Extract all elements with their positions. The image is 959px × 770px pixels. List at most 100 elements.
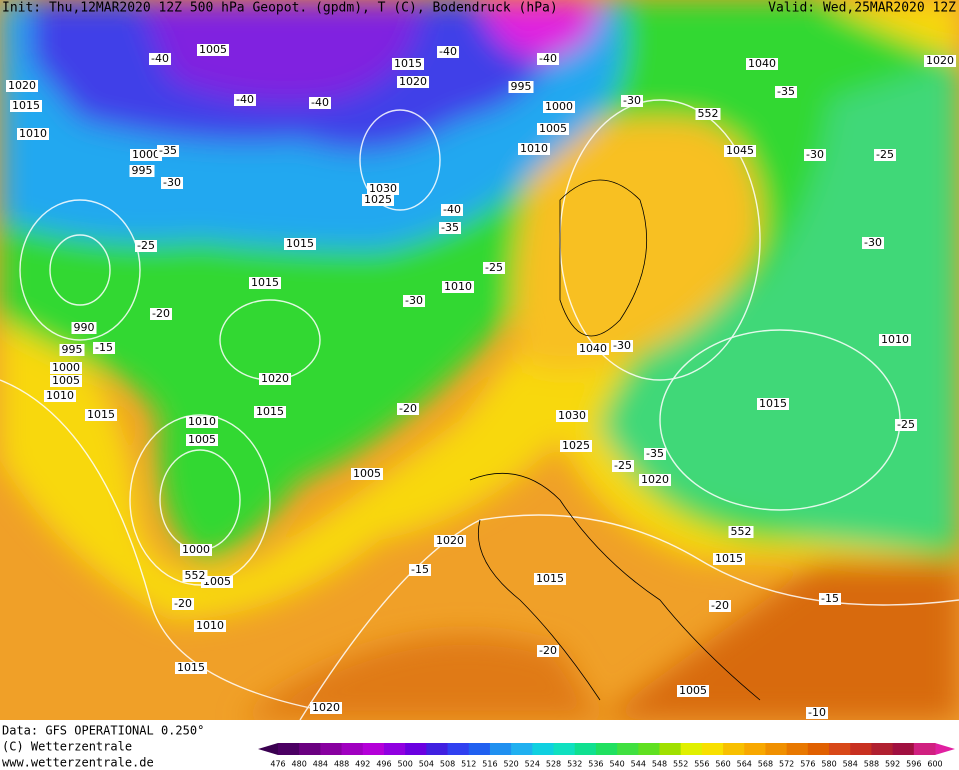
colorbar-swatch (447, 743, 470, 755)
map-label: 1005 (52, 374, 80, 387)
colorbar-tick-label: 552 (673, 760, 688, 769)
colorbar-tick-label: 508 (440, 760, 455, 769)
label-box (556, 410, 588, 422)
colorbar-tick-label: 548 (652, 760, 667, 769)
map-label: 995 (62, 343, 83, 356)
colorbar-tick-label: 516 (482, 760, 497, 769)
map-label: -40 (539, 52, 557, 65)
colorbar-tick-label: 528 (546, 760, 561, 769)
label-box (85, 409, 117, 421)
label-box (537, 645, 559, 657)
colorbar-tick-label: 596 (906, 760, 921, 769)
map-label: 1025 (562, 439, 590, 452)
colorbar-tick-label: 556 (694, 760, 709, 769)
colorbar-swatch (553, 743, 576, 755)
label-box (724, 145, 756, 157)
label-box (709, 600, 731, 612)
colorbar-swatch (765, 743, 788, 755)
colorbar-swatch (638, 743, 660, 755)
colorbar-swatch (680, 743, 703, 755)
label-box (71, 322, 97, 334)
label-box (560, 440, 592, 452)
map-label: -35 (159, 144, 177, 157)
map-label: 1040 (579, 342, 607, 355)
map-label: 1005 (353, 467, 381, 480)
label-box (135, 240, 157, 252)
colorbar-tick-label: 480 (292, 760, 307, 769)
map-label: 1005 (539, 122, 567, 135)
map-label: -35 (441, 221, 459, 234)
map-label: -40 (236, 93, 254, 106)
label-box (201, 576, 233, 588)
map-label: 552 (698, 107, 719, 120)
label-box (397, 76, 429, 88)
map-label: 1005 (679, 684, 707, 697)
colorbar-tick-label: 568 (758, 760, 773, 769)
colorbar-tick-label: 532 (567, 760, 582, 769)
label-box (50, 375, 82, 387)
label-box (677, 685, 709, 697)
footer-source: Data: GFS OPERATIONAL 0.250° (2, 724, 204, 738)
colorbar-tick-label: 564 (737, 760, 752, 769)
map-label: -25 (876, 148, 894, 161)
map-label: -25 (485, 261, 503, 274)
label-box (439, 222, 461, 234)
colorbar-tick-label: 496 (376, 760, 391, 769)
label-box (441, 204, 463, 216)
map-label: 1010 (188, 415, 216, 428)
map-label: 1015 (256, 405, 284, 418)
label-box (130, 149, 162, 161)
label-box (175, 662, 207, 674)
colorbar-tick-label: 600 (927, 760, 942, 769)
label-box (434, 535, 466, 547)
map-label: 1015 (759, 397, 787, 410)
map-label: 1015 (286, 237, 314, 250)
label-box (577, 343, 609, 355)
label-box (537, 53, 559, 65)
colorbar-tick-label: 560 (715, 760, 730, 769)
colorbar-tick-label: 580 (821, 760, 836, 769)
label-box (254, 406, 286, 418)
colorbar-tick-label: 488 (334, 760, 349, 769)
colorbar-swatch (362, 743, 385, 755)
label-box (50, 362, 82, 374)
map-label: 552 (731, 525, 752, 538)
label-box (728, 526, 754, 538)
colorbar-swatch (786, 743, 809, 755)
label-box (6, 80, 38, 92)
colorbar-swatch (532, 743, 555, 755)
label-box (310, 702, 342, 714)
map-label: -30 (405, 294, 423, 307)
map-label: 1010 (520, 142, 548, 155)
colorbar-swatch (892, 743, 915, 755)
map-label: 1025 (364, 193, 392, 206)
label-box (508, 81, 534, 93)
label-box (895, 419, 917, 431)
label-box (874, 149, 896, 161)
map-label: -10 (808, 706, 826, 719)
map-label: -20 (152, 307, 170, 320)
colorbar-tick-label: 500 (398, 760, 413, 769)
label-box (924, 55, 956, 67)
colorbar-tick-label: 536 (588, 760, 603, 769)
colorbar-swatch (278, 743, 300, 755)
label-box (194, 620, 226, 632)
label-box (309, 97, 331, 109)
map-label: -35 (777, 85, 795, 98)
colorbar-swatch (744, 743, 766, 755)
colorbar-tick-label: 572 (779, 760, 794, 769)
map-label: 1000 (132, 148, 160, 161)
map-label: 1010 (881, 333, 909, 346)
colorbar-swatch (468, 743, 491, 755)
map-label: -30 (163, 176, 181, 189)
label-box (149, 53, 171, 65)
label-box (197, 44, 229, 56)
label-box (161, 177, 183, 189)
map-label: -15 (95, 341, 113, 354)
map-label: 1020 (641, 473, 669, 486)
label-box (182, 570, 208, 582)
colorbar-swatch (617, 743, 639, 755)
map-label: 1020 (312, 701, 340, 714)
map-label: 995 (511, 80, 532, 93)
map-label: -35 (646, 447, 664, 460)
